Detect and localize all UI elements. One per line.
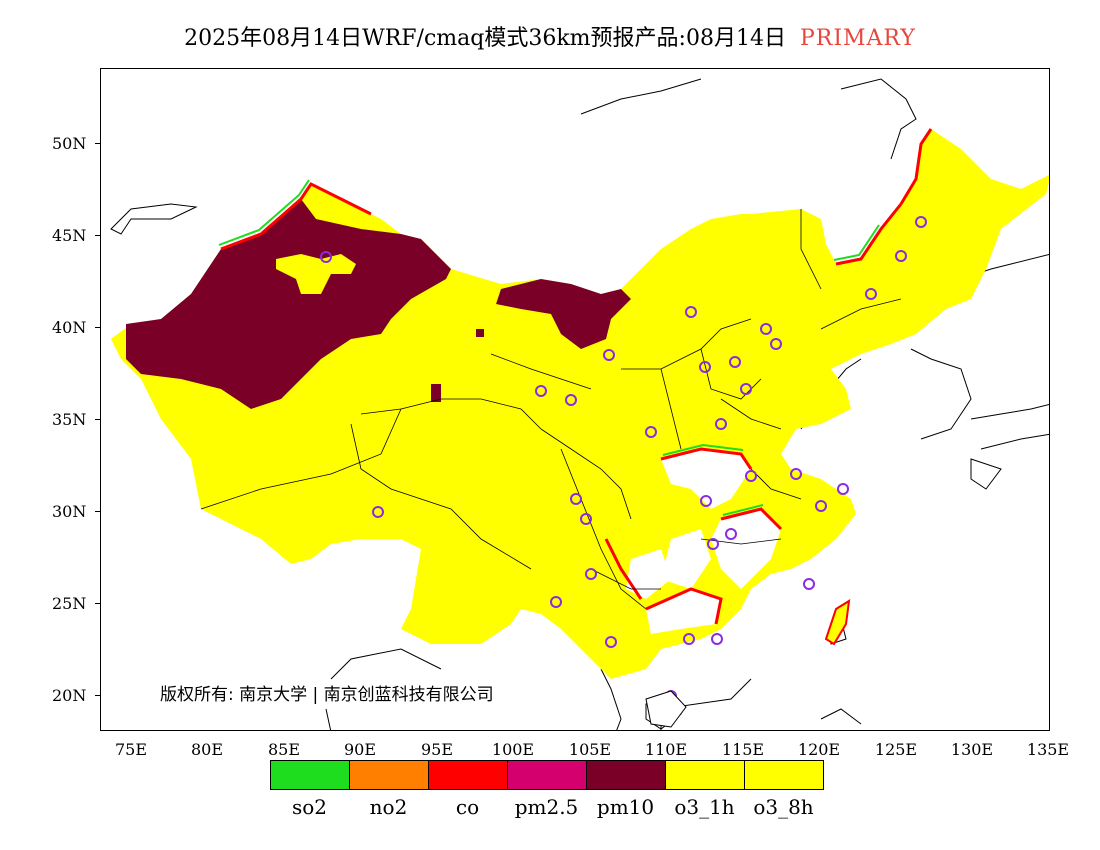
lon-label-80e: 80E <box>190 740 224 759</box>
china-pollutant-map <box>110 78 1049 730</box>
lat-label-50n: 50N <box>52 134 87 153</box>
lat-tick <box>95 603 101 604</box>
lon-label-75e: 75E <box>114 740 148 759</box>
legend-swatch-o3-8h <box>744 760 824 790</box>
lon-label-90e: 90E <box>343 740 377 759</box>
o3-patch <box>276 254 356 294</box>
lon-label-110e: 110E <box>644 740 688 759</box>
pm10-regions <box>126 199 631 409</box>
lon-label-105e: 105E <box>568 740 612 759</box>
lon-label-130e: 130E <box>950 740 994 759</box>
lon-label-115e: 115E <box>721 740 765 759</box>
legend-swatch-o3-1h <box>665 760 745 790</box>
lon-label-95e: 95E <box>420 740 454 759</box>
lat-tick <box>95 419 101 420</box>
copyright-text: 版权所有: 南京大学 | 南京创蓝科技有限公司 <box>160 685 494 705</box>
legend-swatch-co <box>428 760 508 790</box>
legend <box>270 760 824 790</box>
legend-labels: so2 no2 co pm2.5 pm10 o3_1h o3_8h <box>270 795 823 819</box>
legend-swatch-so2 <box>270 760 350 790</box>
lon-label-100e: 100E <box>491 740 535 759</box>
lat-label-30n: 30N <box>52 502 87 521</box>
lat-label-25n: 25N <box>52 594 87 613</box>
legend-label-o3-1h: o3_1h <box>674 795 735 819</box>
lat-tick <box>95 327 101 328</box>
lat-tick <box>95 695 101 696</box>
title-tag: PRIMARY <box>799 26 916 51</box>
legend-label-so2: so2 <box>291 795 328 819</box>
legend-swatch-pm25 <box>507 760 587 790</box>
legend-label-no2: no2 <box>369 795 408 819</box>
lat-tick <box>95 143 101 144</box>
title-text: 2025年08月14日WRF/cmaq模式36km预报产品:08月14日 <box>184 26 786 51</box>
lat-label-40n: 40N <box>52 318 87 337</box>
city-markers <box>320 216 927 702</box>
legend-label-co: co <box>455 795 480 819</box>
lon-label-135e: 135E <box>1026 740 1070 759</box>
co-boundaries <box>220 128 933 625</box>
province-boundaries <box>200 209 902 610</box>
lat-label-35n: 35N <box>52 410 87 429</box>
lon-label-120e: 120E <box>797 740 841 759</box>
legend-label-pm10: pm10 <box>596 795 655 819</box>
legend-swatch-pm10 <box>586 760 666 790</box>
map-frame <box>100 68 1050 731</box>
lat-label-20n: 20N <box>52 686 87 705</box>
legend-label-pm25: pm2.5 <box>514 795 579 819</box>
so2-boundaries <box>218 179 880 516</box>
lon-label-125e: 125E <box>874 740 918 759</box>
lat-label-45n: 45N <box>52 226 87 245</box>
legend-swatch-no2 <box>349 760 429 790</box>
lat-tick <box>95 235 101 236</box>
lat-tick <box>95 511 101 512</box>
hainan-island <box>645 690 687 728</box>
map-title: 2025年08月14日WRF/cmaq模式36km预报产品:08月14日 PRIM… <box>0 20 1100 52</box>
taiwan-region <box>824 599 851 646</box>
legend-label-o3-8h: o3_8h <box>753 795 814 819</box>
lon-label-85e: 85E <box>267 740 301 759</box>
